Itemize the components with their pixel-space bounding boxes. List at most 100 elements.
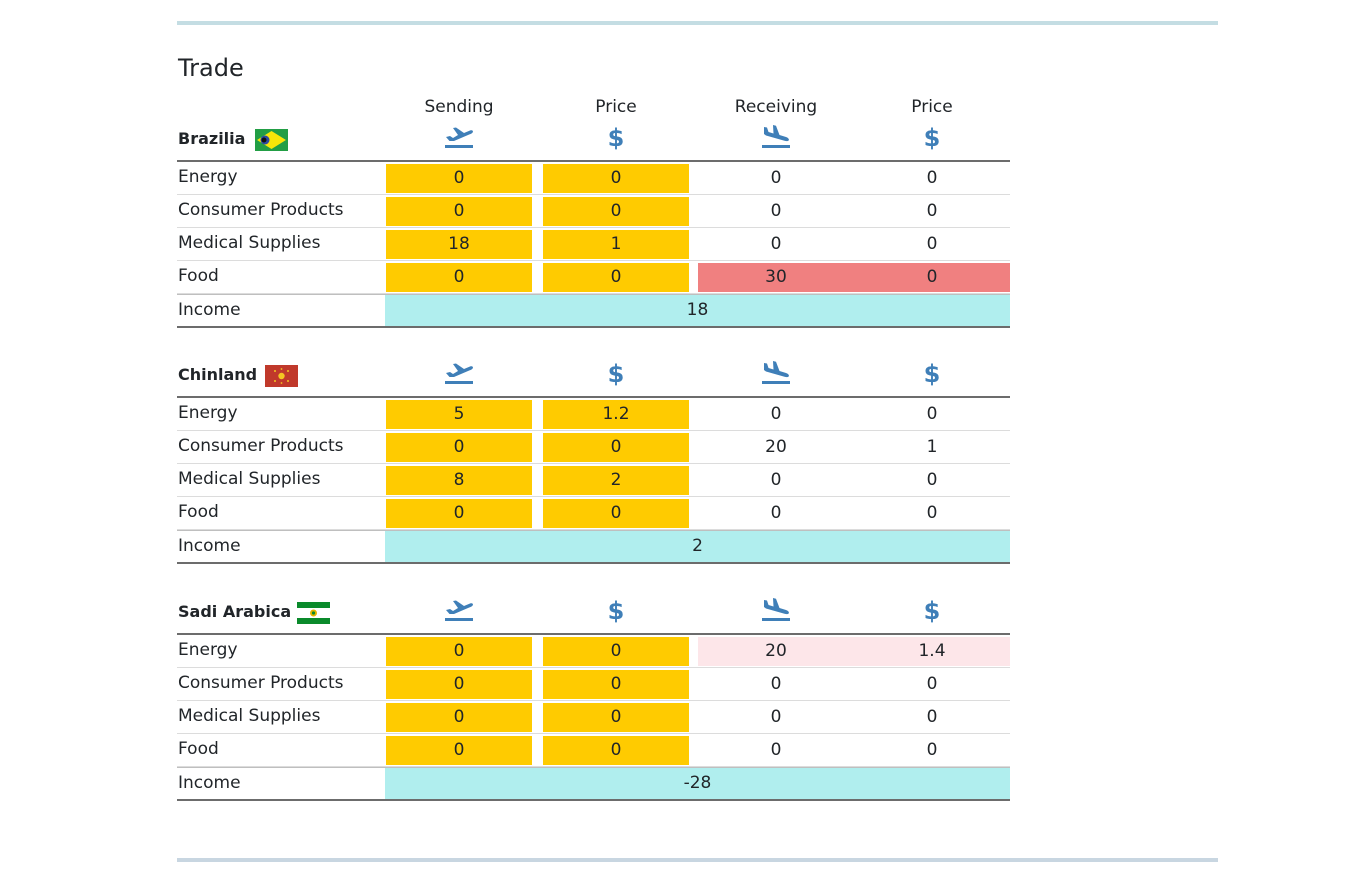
header-send-price: Price (595, 97, 637, 117)
table-row: Medical Supplies 18 1 0 0 (177, 228, 1010, 261)
country-table: Brazilia $ $ Energy 0 0 0 0 Consumer Products 0 0 0… (177, 114, 1010, 328)
brazil-flag-icon (255, 129, 288, 151)
income-value: 18 (385, 295, 1010, 326)
send-price-icon-cell: $ (543, 114, 689, 162)
sending-icon-cell (386, 350, 532, 398)
receiving-price-value: 0 (926, 674, 938, 694)
send-price-input[interactable]: 1 (543, 230, 689, 259)
plane-arrival-icon (762, 125, 790, 148)
send-price-input[interactable]: 0 (543, 433, 689, 462)
resource-label: Medical Supplies (178, 469, 321, 489)
send-price-input[interactable]: 0 (543, 197, 689, 226)
dollar-icon: $ (923, 360, 941, 388)
dollar-icon: $ (607, 124, 625, 152)
table-row: Energy 0 0 20 1.4 (177, 635, 1010, 668)
receiving-value: 30 (698, 263, 854, 292)
table-row: Food 0 0 30 0 (177, 261, 1010, 294)
receiving-value: 0 (770, 168, 782, 188)
sending-input[interactable]: 0 (386, 197, 532, 226)
resource-label: Energy (178, 403, 238, 423)
table-row: Energy 5 1.2 0 0 (177, 398, 1010, 431)
country-name: Sadi Arabica (178, 602, 292, 621)
income-label: Income (178, 536, 241, 556)
receiving-icon-cell (703, 587, 849, 635)
header-recv-price: Price (911, 97, 953, 117)
sending-input[interactable]: 0 (386, 433, 532, 462)
country-header: Chinland $ $ (177, 350, 1010, 398)
dollar-icon: $ (923, 124, 941, 152)
china-flag-icon (265, 365, 298, 387)
country-header: Sadi Arabica $ $ (177, 587, 1010, 635)
plane-departure-icon (445, 600, 473, 621)
receiving-value: 0 (770, 404, 782, 424)
recv-price-icon-cell: $ (859, 114, 1005, 162)
resource-label: Consumer Products (178, 436, 344, 456)
send-price-input[interactable]: 0 (543, 637, 689, 666)
receiving-price-value: 0 (926, 168, 938, 188)
table-row: Food 0 0 0 0 (177, 497, 1010, 530)
send-price-input[interactable]: 2 (543, 466, 689, 495)
dollar-icon: $ (607, 597, 625, 625)
sending-icon-cell (386, 114, 532, 162)
receiving-value: 0 (770, 740, 782, 760)
page-title: Trade (178, 54, 244, 82)
column-headers: Sending Price Receiving Price (386, 97, 1010, 121)
sending-input[interactable]: 5 (386, 400, 532, 429)
resource-label: Energy (178, 167, 238, 187)
income-row: Income 18 (177, 294, 1010, 328)
send-price-input[interactable]: 0 (543, 263, 689, 292)
sending-input[interactable]: 0 (386, 499, 532, 528)
plane-departure-icon (445, 363, 473, 384)
income-label: Income (178, 300, 241, 320)
receiving-price-value: 0 (926, 404, 938, 424)
receiving-value: 0 (770, 674, 782, 694)
plane-arrival-icon (762, 598, 790, 621)
income-row: Income 2 (177, 530, 1010, 564)
resource-label: Consumer Products (178, 200, 344, 220)
income-value: 2 (385, 531, 1010, 562)
country-name: Chinland (178, 365, 258, 384)
table-row: Food 0 0 0 0 (177, 734, 1010, 767)
resource-label: Food (178, 739, 219, 759)
receiving-price-value: 0 (926, 707, 938, 727)
receiving-price-value: 1 (926, 437, 938, 457)
receiving-price-value: 0 (854, 263, 1010, 292)
receiving-price-value: 0 (926, 201, 938, 221)
sending-input[interactable]: 0 (386, 703, 532, 732)
send-price-input[interactable]: 1.2 (543, 400, 689, 429)
send-price-input[interactable]: 0 (543, 736, 689, 765)
send-price-input[interactable]: 0 (543, 670, 689, 699)
receiving-value: 0 (770, 470, 782, 490)
header-divider (177, 633, 1010, 635)
send-price-input[interactable]: 0 (543, 164, 689, 193)
receiving-value: 20 (765, 437, 787, 457)
receiving-price-value: 0 (926, 234, 938, 254)
receiving-icon-cell (703, 350, 849, 398)
sending-input[interactable]: 0 (386, 736, 532, 765)
dollar-icon: $ (923, 597, 941, 625)
sending-input[interactable]: 8 (386, 466, 532, 495)
country-table: Sadi Arabica $ $ Energy 0 0 20 1.4 Consumer Prod… (177, 587, 1010, 801)
recv-price-icon-cell: $ (859, 350, 1005, 398)
send-price-input[interactable]: 0 (543, 703, 689, 732)
table-row: Energy 0 0 0 0 (177, 162, 1010, 195)
send-price-input[interactable]: 0 (543, 499, 689, 528)
receiving-price-value: 0 (926, 470, 938, 490)
sending-input[interactable]: 0 (386, 263, 532, 292)
receiving-price-value: 0 (926, 740, 938, 760)
resource-label: Medical Supplies (178, 233, 321, 253)
header-sending: Sending (424, 97, 494, 117)
income-value: -28 (385, 768, 1010, 799)
country-table: Chinland $ $ Energy 5 1.2 0 0 Consumer Products 0… (177, 350, 1010, 564)
sending-input[interactable]: 0 (386, 637, 532, 666)
sending-input[interactable]: 0 (386, 164, 532, 193)
receiving-price-value: 0 (926, 503, 938, 523)
header-divider (177, 160, 1010, 162)
table-row: Consumer Products 0 0 20 1 (177, 431, 1010, 464)
resource-label: Medical Supplies (178, 706, 321, 726)
send-price-icon-cell: $ (543, 350, 689, 398)
sending-input[interactable]: 0 (386, 670, 532, 699)
plane-arrival-icon (762, 361, 790, 384)
sending-input[interactable]: 18 (386, 230, 532, 259)
top-divider (177, 21, 1218, 25)
